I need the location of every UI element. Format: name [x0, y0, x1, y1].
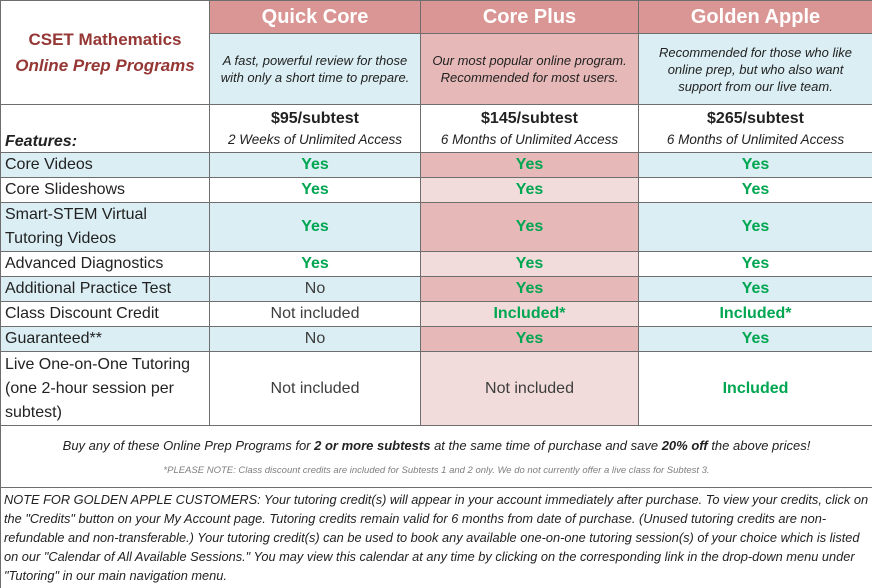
feature-name: Advanced Diagnostics — [0, 251, 210, 277]
promo-footnote: *PLEASE NOTE: Class discount credits are… — [163, 465, 710, 476]
feature-row: Core Videos Yes Yes Yes — [0, 152, 872, 178]
plan-price: $145/subtest — [481, 109, 578, 127]
promo-highlight-subtests: 2 or more subtests — [314, 438, 431, 453]
promo-text-part: at the same time of purchase and save — [430, 438, 662, 453]
plan-price: $265/subtest — [707, 109, 804, 127]
promo-text-part: the above prices! — [707, 438, 811, 453]
title-line-2: Online Prep Programs — [15, 55, 195, 75]
feature-value: Yes — [638, 251, 872, 277]
feature-value: Yes — [420, 251, 639, 277]
plan-price-cell: $265/subtest 6 Months of Unlimited Acces… — [638, 104, 872, 153]
plan-description-row: A fast, powerful review for those with o… — [1, 33, 872, 105]
features-label: Features: — [0, 104, 210, 153]
plan-access: 6 Months of Unlimited Access — [666, 131, 845, 147]
plan-price-cell: $145/subtest 6 Months of Unlimited Acces… — [420, 104, 639, 153]
feature-value: Yes — [209, 202, 421, 252]
feature-value: Yes — [638, 326, 872, 352]
feature-value: Not included — [420, 351, 639, 426]
feature-name: Additional Practice Test — [0, 276, 210, 302]
feature-value: Not included — [209, 301, 421, 327]
plan-description: A fast, powerful review for those with o… — [209, 33, 421, 105]
feature-value: Yes — [209, 177, 421, 203]
feature-row: Live One-on-One Tutoring (one 2-hour ses… — [0, 351, 872, 426]
golden-apple-note: NOTE FOR GOLDEN APPLE CUSTOMERS: Your tu… — [0, 487, 872, 588]
feature-value: Included — [638, 351, 872, 426]
feature-value: Yes — [638, 152, 872, 178]
plan-access: 2 Weeks of Unlimited Access — [227, 131, 403, 147]
feature-row: Class Discount Credit Not included Inclu… — [0, 301, 872, 327]
feature-value: No — [209, 326, 421, 352]
feature-name: Class Discount Credit — [0, 301, 210, 327]
plan-price: $95/subtest — [270, 109, 360, 127]
feature-row: Advanced Diagnostics Yes Yes Yes — [0, 251, 872, 277]
plan-price-cell: $95/subtest 2 Weeks of Unlimited Access — [209, 104, 421, 153]
feature-value: Included* — [420, 301, 639, 327]
plan-description: Our most popular online program. Recomme… — [420, 33, 639, 105]
feature-name: Smart-STEM Virtual Tutoring Videos — [0, 202, 210, 252]
feature-value: Yes — [420, 202, 639, 252]
plan-header-row: CSET Mathematics Online Prep Programs Qu… — [0, 0, 872, 105]
feature-value: Yes — [420, 326, 639, 352]
feature-value: Yes — [209, 152, 421, 178]
title-line-1: CSET Mathematics — [28, 29, 182, 49]
feature-row: Additional Practice Test No Yes Yes — [0, 276, 872, 302]
promo-text-part: Buy any of these Online Prep Programs fo… — [62, 438, 315, 453]
feature-name: Core Videos — [0, 152, 210, 178]
feature-row: Guaranteed** No Yes Yes — [0, 326, 872, 352]
feature-value: Yes — [209, 251, 421, 277]
feature-value: No — [209, 276, 421, 302]
feature-value: Yes — [420, 177, 639, 203]
feature-name: Live One-on-One Tutoring (one 2-hour ses… — [0, 351, 210, 426]
plan-name-golden-apple: Golden Apple — [638, 0, 872, 34]
plan-name-core-plus: Core Plus — [420, 0, 639, 34]
feature-value: Yes — [420, 152, 639, 178]
promo-text: Buy any of these Online Prep Programs fo… — [1, 436, 872, 456]
note-row: NOTE FOR GOLDEN APPLE CUSTOMERS: Your tu… — [0, 487, 872, 588]
feature-value: Not included — [209, 351, 421, 426]
feature-value: Yes — [638, 202, 872, 252]
feature-row: Smart-STEM Virtual Tutoring Videos Yes Y… — [0, 202, 872, 252]
feature-row: Core Slideshows Yes Yes Yes — [0, 177, 872, 203]
promo-cell: Buy any of these Online Prep Programs fo… — [0, 425, 872, 488]
price-row: Features: $95/subtest 2 Weeks of Unlimit… — [0, 104, 872, 153]
promo-highlight-discount: 20% off — [661, 438, 708, 453]
plan-access: 6 Months of Unlimited Access — [440, 131, 619, 147]
feature-value: Yes — [638, 177, 872, 203]
feature-value: Yes — [420, 276, 639, 302]
promo-row: Buy any of these Online Prep Programs fo… — [0, 425, 872, 488]
feature-value: Yes — [638, 276, 872, 302]
plan-description: Recommended for those who like online pr… — [638, 33, 872, 105]
page-title: CSET Mathematics Online Prep Programs — [0, 0, 210, 105]
plan-name-quick-core: Quick Core — [209, 0, 421, 34]
feature-name: Core Slideshows — [0, 177, 210, 203]
feature-name: Guaranteed** — [0, 326, 210, 352]
feature-value: Included* — [638, 301, 872, 327]
